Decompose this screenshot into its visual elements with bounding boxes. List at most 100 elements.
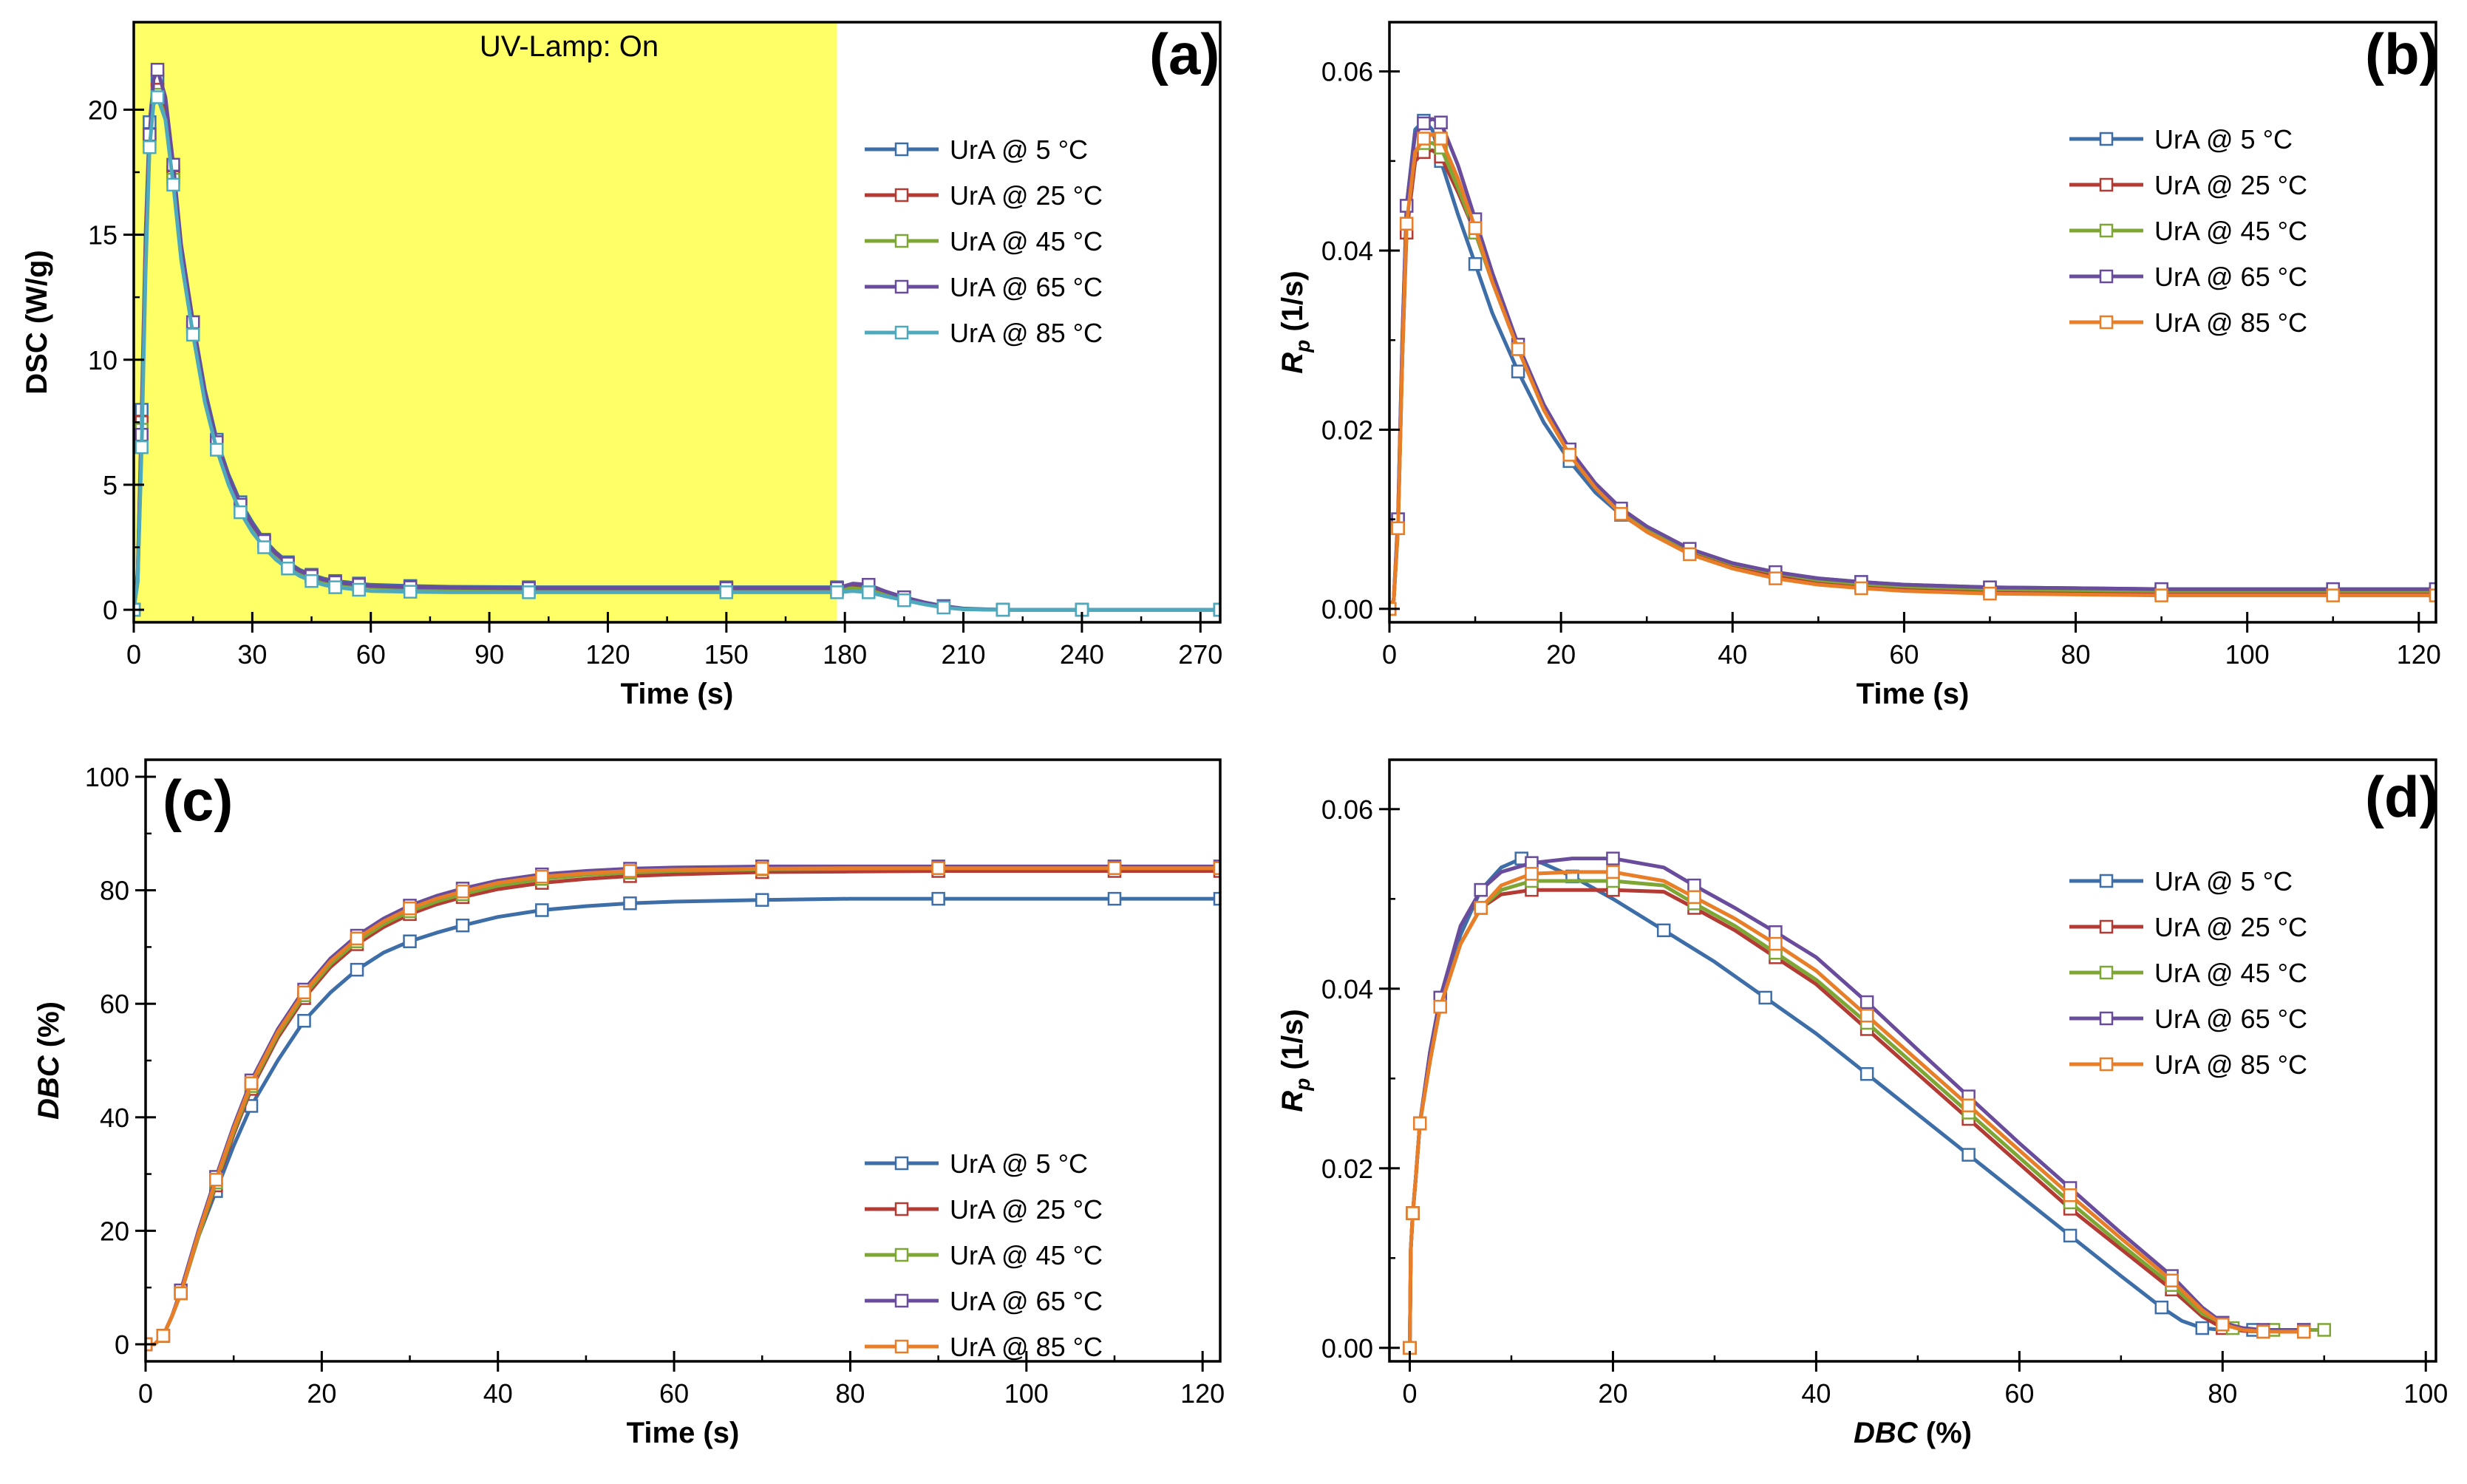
- y-tick-label: 60: [100, 989, 129, 1019]
- data-point: [1961, 1148, 1976, 1162]
- y-axis-title-main: R: [1276, 353, 1309, 374]
- data-point: [1859, 1009, 1874, 1023]
- data-point: [156, 1329, 171, 1343]
- legend-swatch-marker: [894, 279, 909, 294]
- y-axis-title: Rp (1/s): [1276, 270, 1314, 373]
- data-point: [352, 582, 366, 597]
- data-point: [210, 443, 224, 457]
- series-line-0: [146, 896, 1220, 1347]
- data-point: [1682, 547, 1697, 562]
- panel-b: 0 20 40 60 80 100 120 0.00 0.02 0.04 0.06 Time (s) R…: [1276, 21, 2441, 710]
- x-tick-label: 240: [1060, 639, 1104, 670]
- y-axis-title-main: DBC: [33, 1055, 65, 1120]
- y-tick-label: 0.06: [1321, 57, 1373, 87]
- axes-frame: [1388, 758, 2437, 1363]
- plot-area: [146, 860, 1220, 1352]
- y-axis-title-unit: (%): [33, 1001, 65, 1055]
- data-point: [1961, 1098, 1976, 1112]
- axes-frame: [132, 21, 1222, 624]
- data-point: [522, 585, 536, 599]
- x-tick-label: 40: [483, 1378, 513, 1409]
- series-line-1: [146, 869, 1220, 1347]
- y-axis-title: Rp (1/s): [1276, 1009, 1314, 1112]
- y-tick-label: 0.02: [1321, 1154, 1373, 1184]
- legend-entry: UrA @ 65 °C: [2154, 1004, 2307, 1034]
- y-axis-title-main: R: [1276, 1091, 1309, 1112]
- legend-entry: UrA @ 45 °C: [2154, 216, 2307, 246]
- data-point: [209, 1173, 223, 1187]
- legend: UrA @ 5 °C UrA @ 25 °C UrA @ 45 °C UrA @ 65…: [2069, 866, 2307, 1080]
- x-tick-label: 90: [474, 639, 504, 670]
- data-point: [1606, 865, 1620, 879]
- data-point: [1525, 867, 1539, 881]
- plot-area: [1403, 851, 2332, 1355]
- legend-swatch-marker: [894, 1248, 909, 1262]
- x-axis-title-unit: (%): [1918, 1417, 1972, 1449]
- axes-frame: [1388, 21, 2437, 624]
- y-axis-title-sub: p: [1291, 340, 1314, 353]
- data-point: [931, 861, 945, 875]
- x-tick-label: 60: [356, 639, 386, 670]
- data-point: [304, 573, 319, 588]
- y-tick-label: 0.04: [1321, 236, 1373, 266]
- data-point: [1983, 586, 1997, 601]
- legend-entry: UrA @ 45 °C: [2154, 958, 2307, 988]
- legend-swatch-marker: [2099, 1011, 2114, 1026]
- data-point: [1417, 132, 1431, 146]
- data-point: [1433, 999, 1447, 1014]
- data-point: [1859, 995, 1874, 1010]
- panel-c: 0 20 40 60 80 100 120 0 20 40 60 80 100 Time (s) DBC (…: [33, 758, 1225, 1449]
- data-point: [755, 862, 769, 876]
- data-point: [166, 177, 180, 192]
- data-point: [755, 893, 769, 907]
- legend-swatch-marker: [894, 234, 909, 248]
- data-point: [143, 140, 157, 154]
- x-tick-label: 20: [1546, 639, 1576, 670]
- data-point: [1859, 1066, 1874, 1081]
- data-point: [897, 593, 911, 607]
- legend-swatch-marker: [2099, 919, 2114, 934]
- series-line-2: [1389, 141, 2436, 610]
- x-tick-label: 80: [2061, 639, 2091, 670]
- legend-entry: UrA @ 85 °C: [950, 318, 1103, 348]
- x-tick-label: 60: [659, 1378, 689, 1409]
- legend-entry: UrA @ 65 °C: [950, 1286, 1103, 1316]
- data-point: [931, 891, 945, 906]
- x-tick-label: 80: [2208, 1378, 2237, 1409]
- x-tick-label: 100: [2225, 639, 2270, 670]
- legend: UrA @ 5 °C UrA @ 25 °C UrA @ 45 °C UrA @ 65…: [2069, 124, 2307, 338]
- data-point: [2256, 1324, 2270, 1339]
- data-point: [2216, 1317, 2230, 1332]
- panel-a: 0 30 60 90 120 150 180 210 240 270 0 5 10 15 20 Time (s…: [21, 21, 1222, 710]
- data-point: [328, 580, 342, 594]
- legend-entry: UrA @ 25 °C: [2154, 912, 2307, 942]
- legend-swatch-marker: [2099, 269, 2114, 284]
- legend-swatch-marker: [894, 325, 909, 340]
- data-point: [1687, 878, 1701, 893]
- panel-label: (a): [1149, 21, 1219, 86]
- x-tick-label: 120: [585, 639, 630, 670]
- y-tick-label: 15: [88, 220, 118, 251]
- y-axis-title-unit: (1/s): [1276, 270, 1309, 339]
- x-tick-label: 30: [237, 639, 267, 670]
- data-point: [2063, 1228, 2078, 1243]
- legend-entry: UrA @ 5 °C: [950, 135, 1088, 165]
- legend-entry: UrA @ 85 °C: [950, 1332, 1103, 1362]
- series-line-2: [1408, 879, 2324, 1348]
- panel-d: 0 20 40 60 80 100 0.00 0.02 0.04 0.06 DBC (%) Rp (1…: [1276, 758, 2448, 1449]
- series-line-4: [1408, 870, 2304, 1348]
- x-tick-label: 100: [1004, 1378, 1049, 1409]
- x-tick-label: 40: [1801, 1378, 1831, 1409]
- panel-label: (c): [163, 768, 233, 833]
- data-point: [2297, 1324, 2311, 1339]
- x-tick-label: 100: [2403, 1378, 2448, 1409]
- series-line-3: [146, 864, 1220, 1347]
- legend-swatch-marker: [2099, 874, 2114, 888]
- x-tick-label: 20: [1598, 1378, 1627, 1409]
- y-tick-label: 0: [115, 1330, 129, 1360]
- data-point: [1468, 221, 1483, 235]
- legend-swatch-marker: [894, 188, 909, 202]
- legend-swatch-marker: [2099, 965, 2114, 980]
- x-tick-label: 270: [1178, 639, 1222, 670]
- data-point: [862, 585, 876, 599]
